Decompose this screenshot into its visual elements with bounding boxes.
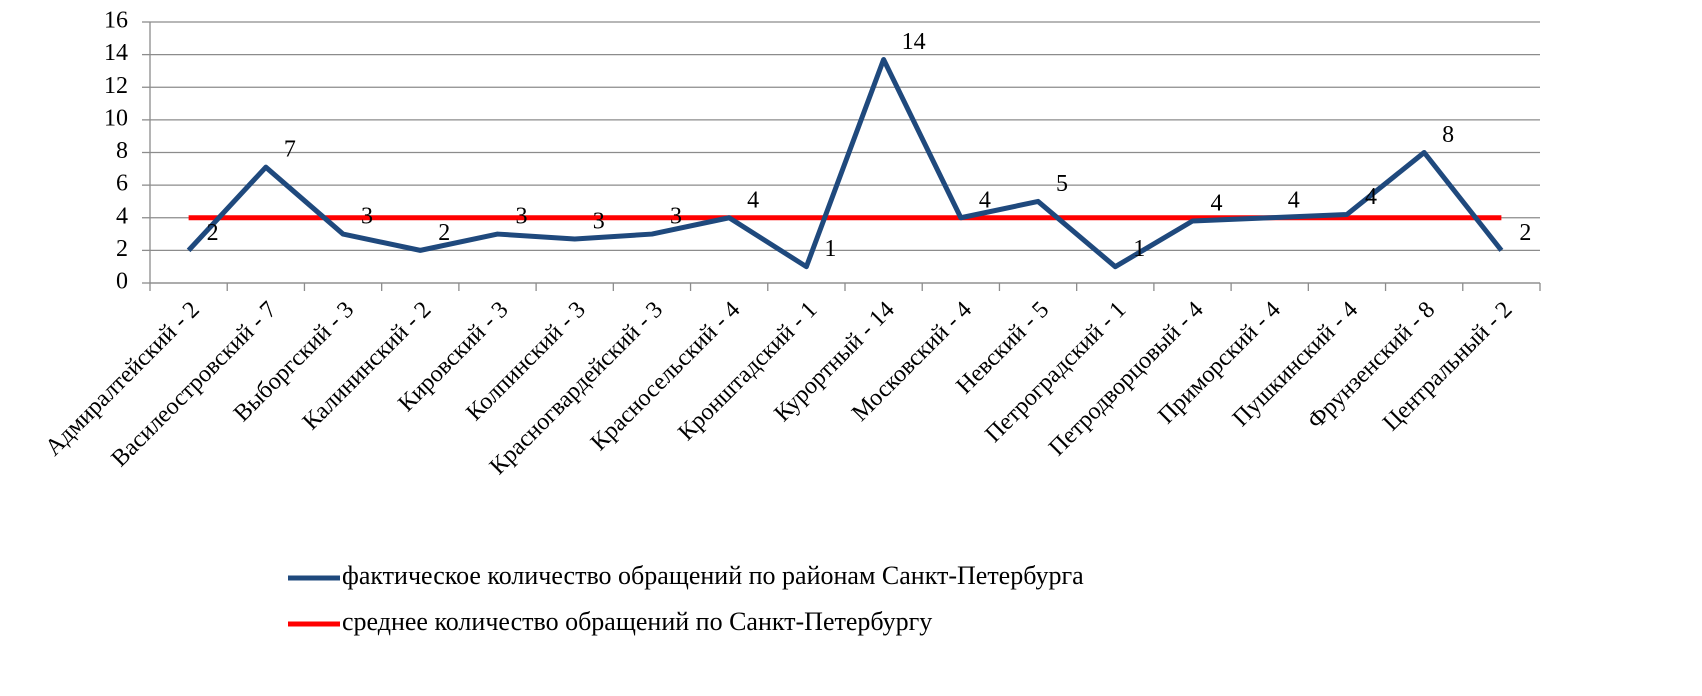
x-tick-label: Кронштадский - 1 — [673, 297, 822, 446]
legend-label: среднее количество обращений по Санкт-Пе… — [342, 607, 932, 636]
y-tick-label: 10 — [104, 105, 128, 131]
y-tick-label: 2 — [116, 236, 128, 262]
y-tick-label: 0 — [116, 269, 128, 295]
data-label: 4 — [747, 187, 759, 213]
data-label: 5 — [1056, 171, 1068, 197]
data-label: 4 — [1365, 184, 1377, 210]
y-tick-label: 14 — [104, 40, 128, 66]
x-tick-label: Красносельский - 4 — [586, 297, 745, 456]
data-label: 4 — [979, 187, 991, 213]
x-tick-label: Петроградский - 1 — [980, 297, 1131, 448]
data-label: 3 — [670, 204, 682, 230]
data-label: 3 — [593, 208, 605, 234]
data-label: 4 — [1211, 191, 1223, 217]
data-label: 2 — [1519, 220, 1531, 246]
y-tick-label: 8 — [116, 138, 128, 164]
data-label: 3 — [516, 204, 528, 230]
line-series — [186, 57, 1504, 270]
data-label: 2 — [438, 220, 450, 246]
data-label: 14 — [902, 29, 926, 55]
x-tick-label: Центральный - 2 — [1378, 297, 1517, 436]
data-label: 4 — [1288, 187, 1300, 213]
data-label: 3 — [361, 204, 373, 230]
data-label: 8 — [1442, 122, 1454, 148]
y-tick-label: 6 — [116, 171, 128, 197]
y-tick-label: 16 — [104, 8, 128, 34]
data-label: 7 — [284, 137, 296, 163]
y-tick-label: 4 — [116, 203, 128, 229]
legend-label: фактическое количество обращений по райо… — [342, 561, 1084, 590]
data-label: 2 — [207, 220, 219, 246]
data-label: 1 — [824, 236, 836, 262]
y-tick-label: 12 — [104, 73, 128, 99]
data-label: 1 — [1133, 236, 1145, 262]
